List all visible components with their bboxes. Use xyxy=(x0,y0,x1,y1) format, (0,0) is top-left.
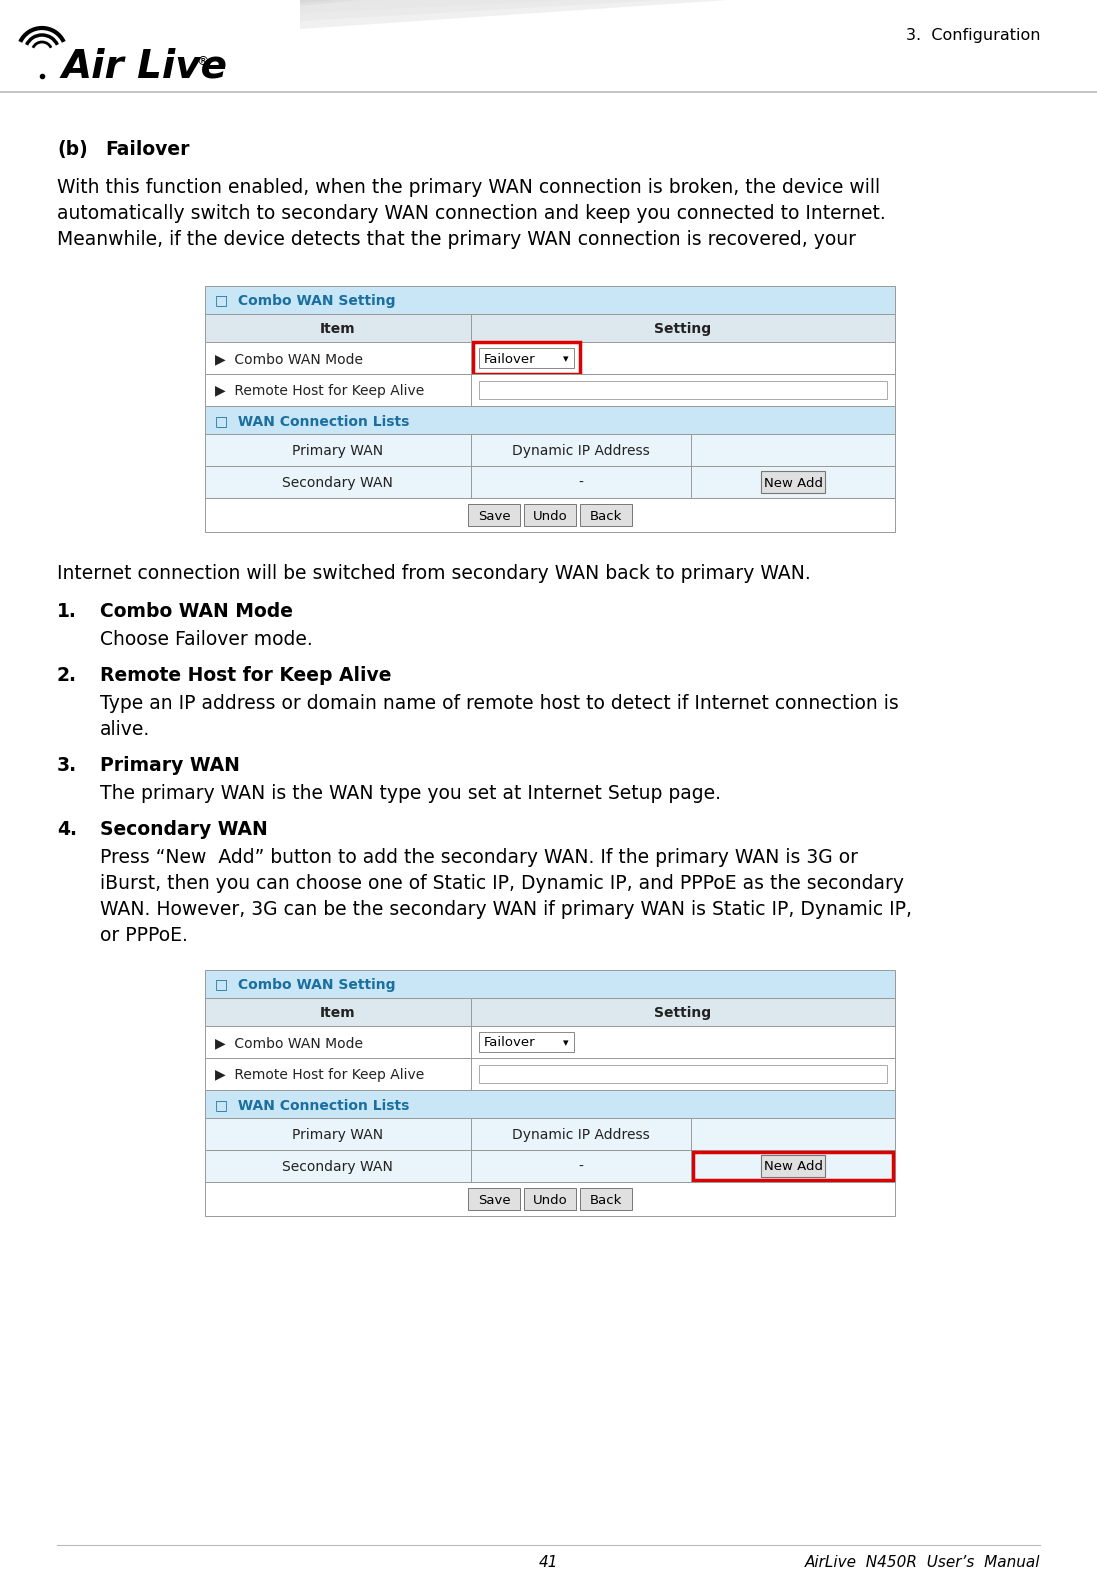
Text: 3.: 3. xyxy=(57,756,77,775)
Text: ▾: ▾ xyxy=(563,355,568,364)
Text: Secondary WAN: Secondary WAN xyxy=(282,476,393,490)
FancyBboxPatch shape xyxy=(580,1188,632,1210)
Text: □  WAN Connection Lists: □ WAN Connection Lists xyxy=(215,414,409,429)
FancyBboxPatch shape xyxy=(524,504,576,526)
FancyBboxPatch shape xyxy=(761,471,825,493)
FancyBboxPatch shape xyxy=(205,433,895,466)
Text: 3.  Configuration: 3. Configuration xyxy=(905,28,1040,43)
FancyBboxPatch shape xyxy=(205,285,895,314)
Text: Primary WAN: Primary WAN xyxy=(292,1128,383,1143)
Text: Primary WAN: Primary WAN xyxy=(100,756,240,775)
Text: Dynamic IP Address: Dynamic IP Address xyxy=(512,444,649,459)
Text: □  Combo WAN Setting: □ Combo WAN Setting xyxy=(215,295,396,307)
Polygon shape xyxy=(299,0,1097,28)
Text: 2.: 2. xyxy=(57,667,77,686)
FancyBboxPatch shape xyxy=(205,1150,895,1182)
Text: AirLive  N450R  User’s  Manual: AirLive N450R User’s Manual xyxy=(804,1556,1040,1570)
Text: Choose Failover mode.: Choose Failover mode. xyxy=(100,630,313,649)
Text: □  WAN Connection Lists: □ WAN Connection Lists xyxy=(215,1098,409,1113)
FancyBboxPatch shape xyxy=(205,998,895,1026)
Text: The primary WAN is the WAN type you set at Internet Setup page.: The primary WAN is the WAN type you set … xyxy=(100,783,721,804)
Text: With this function enabled, when the primary WAN connection is broken, the devic: With this function enabled, when the pri… xyxy=(57,178,880,197)
Text: Setting: Setting xyxy=(654,322,711,336)
Text: Primary WAN: Primary WAN xyxy=(292,444,383,459)
Text: Undo: Undo xyxy=(533,509,567,523)
Text: Meanwhile, if the device detects that the primary WAN connection is recovered, y: Meanwhile, if the device detects that th… xyxy=(57,230,856,249)
Text: -: - xyxy=(578,476,584,490)
Text: automatically switch to secondary WAN connection and keep you connected to Inter: automatically switch to secondary WAN co… xyxy=(57,203,885,222)
Text: Back: Back xyxy=(590,509,622,523)
FancyBboxPatch shape xyxy=(205,498,895,533)
Text: alive.: alive. xyxy=(100,720,150,739)
Text: ▶  Combo WAN Mode: ▶ Combo WAN Mode xyxy=(215,1035,363,1050)
Text: ▾: ▾ xyxy=(563,1039,568,1048)
Text: WAN. However, 3G can be the secondary WAN if primary WAN is Static IP, Dynamic I: WAN. However, 3G can be the secondary WA… xyxy=(100,900,912,919)
FancyBboxPatch shape xyxy=(524,1188,576,1210)
FancyBboxPatch shape xyxy=(478,381,887,399)
Text: ▶  Remote Host for Keep Alive: ▶ Remote Host for Keep Alive xyxy=(215,1069,425,1083)
Text: Undo: Undo xyxy=(533,1193,567,1207)
FancyBboxPatch shape xyxy=(205,374,895,407)
FancyBboxPatch shape xyxy=(478,348,574,369)
FancyBboxPatch shape xyxy=(205,314,895,342)
Text: Item: Item xyxy=(320,1005,355,1020)
Text: 41: 41 xyxy=(539,1556,558,1570)
Text: -: - xyxy=(578,1160,584,1174)
Text: Failover: Failover xyxy=(484,353,535,366)
Text: Combo WAN Mode: Combo WAN Mode xyxy=(100,602,293,621)
FancyBboxPatch shape xyxy=(478,1032,574,1053)
Polygon shape xyxy=(299,0,1097,20)
Text: Save: Save xyxy=(477,1193,510,1207)
Text: Save: Save xyxy=(477,509,510,523)
FancyBboxPatch shape xyxy=(205,1117,895,1150)
Text: New Add: New Add xyxy=(764,476,823,490)
Text: iBurst, then you can choose one of Static IP, Dynamic IP, and PPPoE as the secon: iBurst, then you can choose one of Stati… xyxy=(100,875,904,894)
FancyBboxPatch shape xyxy=(761,1155,825,1177)
FancyBboxPatch shape xyxy=(205,466,895,498)
FancyBboxPatch shape xyxy=(205,342,895,374)
Text: Item: Item xyxy=(320,322,355,336)
Text: Remote Host for Keep Alive: Remote Host for Keep Alive xyxy=(100,667,392,686)
Text: Dynamic IP Address: Dynamic IP Address xyxy=(512,1128,649,1143)
FancyBboxPatch shape xyxy=(205,969,895,998)
FancyBboxPatch shape xyxy=(205,1057,895,1091)
Text: Back: Back xyxy=(590,1193,622,1207)
Text: New Add: New Add xyxy=(764,1160,823,1174)
Text: ▶  Remote Host for Keep Alive: ▶ Remote Host for Keep Alive xyxy=(215,385,425,399)
Text: □  Combo WAN Setting: □ Combo WAN Setting xyxy=(215,979,396,991)
Text: ®: ® xyxy=(196,55,208,68)
FancyBboxPatch shape xyxy=(468,1188,520,1210)
FancyBboxPatch shape xyxy=(580,504,632,526)
Text: Secondary WAN: Secondary WAN xyxy=(282,1160,393,1174)
Text: or PPPoE.: or PPPoE. xyxy=(100,927,188,946)
Polygon shape xyxy=(299,0,1097,13)
Polygon shape xyxy=(299,0,1097,5)
FancyBboxPatch shape xyxy=(205,1091,895,1117)
Text: Setting: Setting xyxy=(654,1005,711,1020)
FancyBboxPatch shape xyxy=(205,1026,895,1057)
FancyBboxPatch shape xyxy=(205,407,895,433)
FancyBboxPatch shape xyxy=(205,1182,895,1217)
Text: 1.: 1. xyxy=(57,602,77,621)
Text: ▶  Combo WAN Mode: ▶ Combo WAN Mode xyxy=(215,351,363,366)
Text: Internet connection will be switched from secondary WAN back to primary WAN.: Internet connection will be switched fro… xyxy=(57,564,811,583)
Text: (b): (b) xyxy=(57,140,88,159)
FancyBboxPatch shape xyxy=(468,504,520,526)
Text: Failover: Failover xyxy=(484,1037,535,1050)
FancyBboxPatch shape xyxy=(478,1065,887,1083)
Text: Type an IP address or domain name of remote host to detect if Internet connectio: Type an IP address or domain name of rem… xyxy=(100,693,898,712)
Text: Press “New  Add” button to add the secondary WAN. If the primary WAN is 3G or: Press “New Add” button to add the second… xyxy=(100,848,858,867)
Text: Failover: Failover xyxy=(105,140,190,159)
Text: Air Live: Air Live xyxy=(63,47,228,85)
Text: 4.: 4. xyxy=(57,820,77,838)
Text: Secondary WAN: Secondary WAN xyxy=(100,820,268,838)
